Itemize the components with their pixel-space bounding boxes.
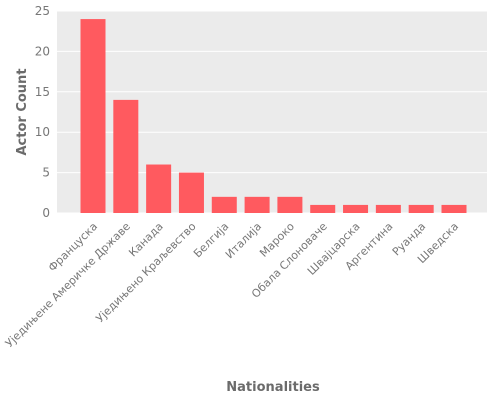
bar-11 bbox=[441, 204, 467, 213]
y-tick-label-0: 0 bbox=[42, 206, 50, 220]
bar-1 bbox=[113, 99, 139, 213]
y-tick-label-4: 20 bbox=[35, 44, 50, 58]
y-tick-labels: 0 5 10 15 20 25 bbox=[35, 4, 50, 220]
bar-4 bbox=[211, 196, 237, 213]
bar-0 bbox=[80, 19, 106, 213]
x-axis-title: Nationalities bbox=[226, 380, 320, 395]
bar-2 bbox=[146, 164, 172, 213]
bar-9 bbox=[375, 204, 401, 213]
y-tick-label-5: 25 bbox=[35, 4, 50, 18]
y-tick-label-1: 5 bbox=[42, 166, 50, 180]
x-tick-label-5: Италија bbox=[223, 220, 264, 261]
bar-7 bbox=[310, 204, 336, 213]
bar-8 bbox=[343, 204, 369, 213]
bar-10 bbox=[408, 204, 434, 213]
x-tick-label-1: Уједињене Америчке Државе bbox=[3, 220, 133, 350]
bar-6 bbox=[277, 196, 303, 213]
y-tick-label-3: 15 bbox=[35, 85, 50, 99]
bar-5 bbox=[244, 196, 270, 213]
bars bbox=[80, 19, 467, 213]
bar-3 bbox=[178, 172, 204, 213]
y-axis-title: Actor Count bbox=[15, 68, 30, 155]
y-tick-label-2: 10 bbox=[35, 125, 50, 139]
